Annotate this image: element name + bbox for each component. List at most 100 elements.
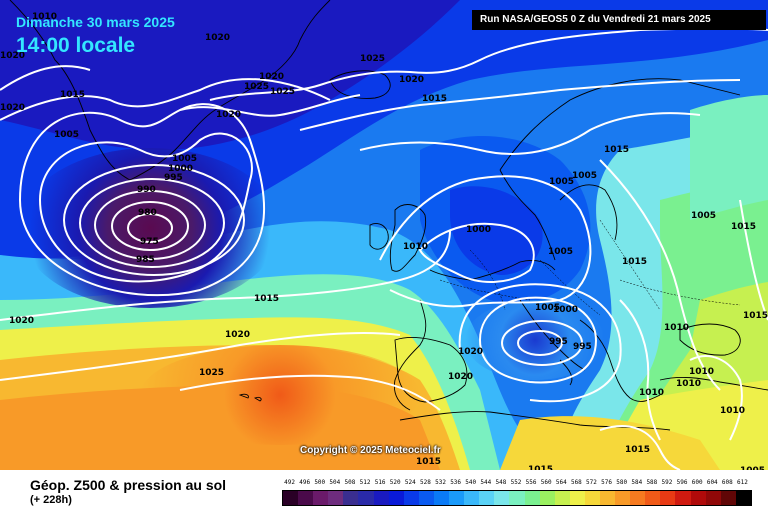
legend-swatch [358, 491, 374, 505]
isobar-label: 990 [137, 185, 156, 195]
isobar-label: 1025 [270, 87, 295, 97]
legend-swatch [509, 491, 525, 505]
legend-swatch [720, 491, 736, 505]
legend-swatch [584, 491, 600, 505]
legend-swatch [660, 491, 676, 505]
copyright: Copyright © 2025 Meteociel.fr [300, 445, 441, 456]
isobar-label: 1025 [360, 54, 385, 64]
legend-label: 604 [706, 479, 718, 486]
isobar-label: 1010 [720, 406, 745, 416]
borders [439, 219, 741, 316]
isobar-label: 1010 [639, 388, 664, 398]
forecast-time: 14:00 locale [16, 34, 136, 57]
isobar-label: 1015 [422, 94, 447, 104]
isobar-label: 1015 [743, 311, 768, 321]
legend-label: 532 [435, 479, 446, 486]
legend-label: 500 [314, 479, 326, 486]
legend-swatch [735, 491, 751, 505]
isobar-label: 995 [573, 342, 592, 352]
legend-label: 516 [374, 479, 386, 486]
legend-swatch [313, 491, 329, 505]
isobar-label: 1000 [466, 225, 491, 235]
isobar-label: 985 [136, 255, 155, 265]
isobar-label: 1015 [625, 445, 650, 455]
legend-label: 496 [299, 479, 311, 486]
legend-swatch [298, 491, 314, 505]
legend-swatch [328, 491, 344, 505]
legend-swatch [630, 491, 646, 505]
color-legend [282, 490, 752, 506]
legend-label: 584 [631, 479, 643, 486]
legend-label: 556 [525, 479, 537, 486]
isobar-label: 1020 [399, 75, 424, 85]
legend-label: 544 [480, 479, 492, 486]
legend-label: 536 [450, 479, 462, 486]
legend-swatch [524, 491, 540, 505]
weather-map: 1010 1020 1020 1015 1005 1020 1025 1025 … [0, 0, 768, 470]
legend-label: 596 [676, 479, 688, 486]
geopotential-map-svg: 1010 1020 1020 1015 1005 1020 1025 1025 … [0, 0, 768, 470]
isobar-label: 975 [140, 237, 159, 247]
legend-label: 564 [555, 479, 567, 486]
isobar-label: 1010 [403, 242, 428, 252]
isobar-label: 1020 [9, 316, 34, 326]
legend-label: 588 [646, 479, 658, 486]
legend-label: 592 [661, 479, 673, 486]
isobar-label: 1015 [731, 222, 756, 232]
legend-label: 508 [344, 479, 356, 486]
isobar-label: 1005 [548, 247, 573, 257]
legend-label: 560 [540, 479, 552, 486]
isobar-label: 995 [164, 173, 183, 183]
isobar-label: 1010 [689, 367, 714, 377]
isobar-label: 995 [549, 337, 568, 347]
legend-swatch [373, 491, 389, 505]
isobar-label: 980 [138, 208, 157, 218]
isobar-label: 1010 [664, 323, 689, 333]
legend-swatch [615, 491, 631, 505]
legend-label: 492 [284, 479, 295, 486]
legend-swatch [675, 491, 691, 505]
isobar-label: 1015 [622, 257, 647, 267]
isobars [0, 27, 768, 470]
isobar-label: 1015 [254, 294, 279, 304]
legend-label: 612 [737, 479, 748, 486]
legend-label: 504 [329, 479, 341, 486]
legend-swatch [494, 491, 510, 505]
legend-swatch [449, 491, 465, 505]
legend-label: 576 [601, 479, 612, 486]
isobar-label: 1005 [572, 171, 597, 181]
legend-swatch [539, 491, 555, 505]
legend-label: 512 [359, 479, 371, 486]
isobar-label: 1015 [60, 90, 85, 100]
legend-label: 572 [586, 479, 597, 486]
isobar-label: 1020 [458, 347, 483, 357]
map-title: Géop. Z500 & pression au sol [30, 477, 227, 493]
isobar-label: 1015 [604, 145, 629, 155]
isobar-label: 1005 [740, 466, 765, 470]
legend-labels: 492 496 500 504 508 512 516 520 524 528 532 536 540 5… [282, 479, 750, 488]
legend-swatch [690, 491, 706, 505]
model-run-info: Run NASA/GEOS5 0 Z du Vendredi 21 mars 2… [472, 10, 766, 30]
isobar-label: 1015 [528, 465, 553, 470]
legend-swatch [464, 491, 480, 505]
isobar-label: 1020 [225, 330, 250, 340]
isobar-labels: 1010 1020 1020 1015 1005 1020 1025 1025 … [0, 12, 768, 470]
isobar-label: 1025 [199, 368, 224, 378]
legend-swatch [705, 491, 721, 505]
legend-swatch [343, 491, 359, 505]
legend-label: 528 [419, 479, 431, 486]
legend-swatch [388, 491, 404, 505]
isobar-label: 1025 [244, 82, 269, 92]
isobar-label: 1020 [205, 33, 230, 43]
isobar-label: 1005 [54, 130, 79, 140]
legend-label: 540 [465, 479, 477, 486]
isobar-label: 1005 [549, 177, 574, 187]
legend-swatch [554, 491, 570, 505]
legend-swatch [479, 491, 495, 505]
isobar-label: 1015 [416, 457, 441, 467]
isobar-label: 1020 [216, 110, 241, 120]
legend-label: 524 [404, 479, 416, 486]
legend-label: 568 [570, 479, 582, 486]
isobar-label: 1020 [0, 103, 25, 113]
legend-label: 520 [389, 479, 401, 486]
